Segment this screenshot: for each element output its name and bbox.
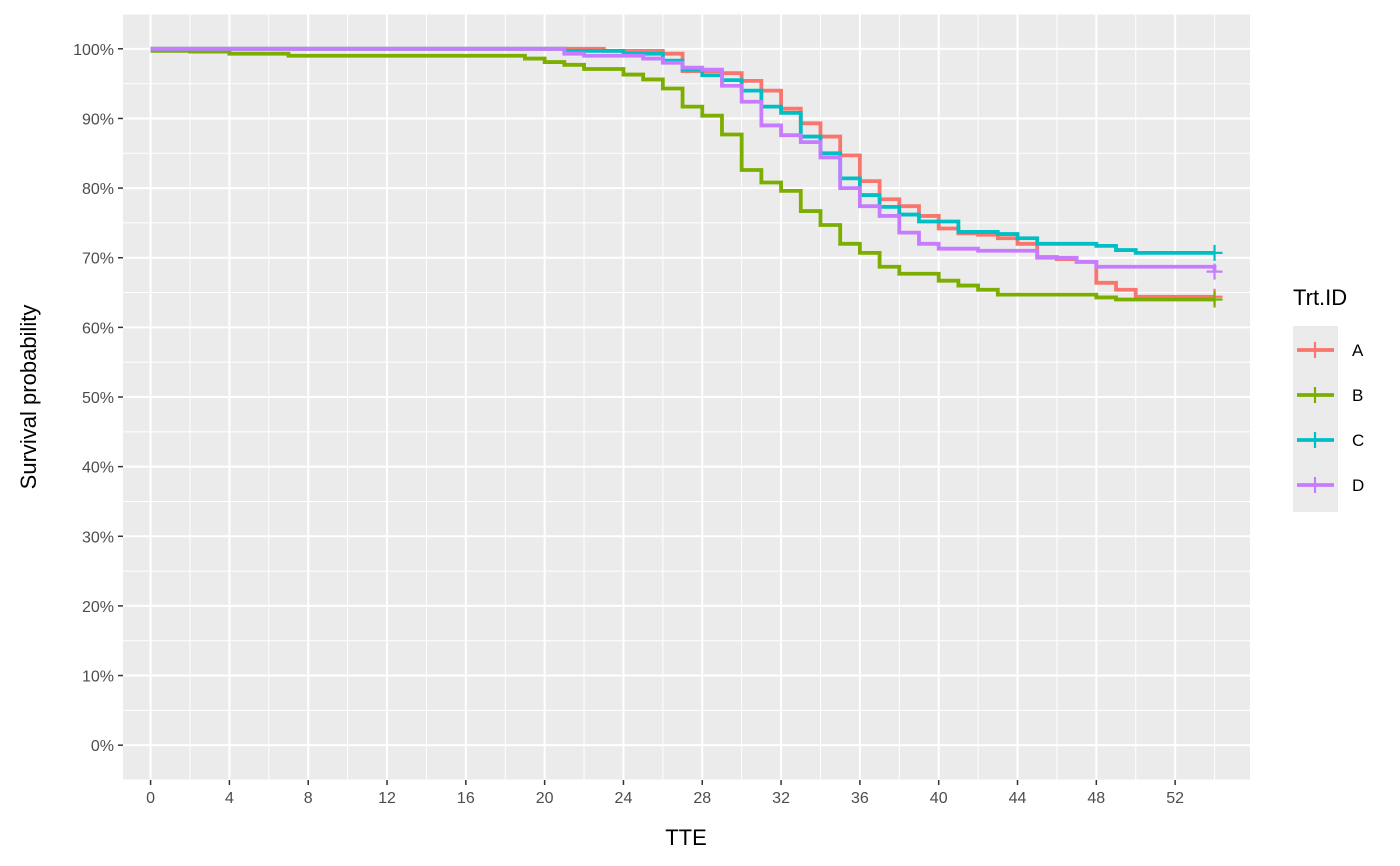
- legend-label-a: A: [1352, 341, 1364, 360]
- x-tick-label: 16: [457, 790, 475, 807]
- axis-ticks: [118, 48, 1176, 785]
- y-tick-label: 60%: [82, 320, 114, 337]
- y-tick-label: 40%: [82, 460, 114, 477]
- series-b-censor-mark: [1206, 291, 1223, 308]
- y-tick-label: 70%: [82, 251, 114, 268]
- series-c-line: [150, 46, 1215, 255]
- x-tick-label: 20: [536, 790, 554, 807]
- x-axis-tick-labels: 0 4 8 12 16 20 24 28 32 36 40 44 48 52: [146, 790, 1184, 807]
- legend-label-b: B: [1352, 386, 1363, 405]
- x-tick-label: 8: [304, 790, 313, 807]
- series-b-line: [150, 49, 1215, 302]
- legend-key-c-cross: [1307, 432, 1323, 448]
- legend-label-c: C: [1352, 431, 1364, 450]
- y-tick-label: 90%: [82, 111, 114, 128]
- y-tick-label: 100%: [73, 42, 114, 59]
- x-tick-label: 28: [693, 790, 711, 807]
- x-tick-label: 44: [1009, 790, 1027, 807]
- y-axis-tick-labels: 0% 10% 20% 30% 40% 50% 60% 70% 80% 90% 100%: [73, 42, 114, 755]
- legend-label-d: D: [1352, 476, 1364, 495]
- series-d-censor-mark: [1206, 263, 1223, 280]
- y-tick-label: 10%: [82, 669, 114, 686]
- series-d-line: [150, 46, 1217, 272]
- y-tick-label: 80%: [82, 181, 114, 198]
- legend-items: A B C D: [1297, 341, 1364, 495]
- legend-key-b-cross: [1307, 387, 1323, 403]
- y-tick-label: 0%: [91, 738, 114, 755]
- x-tick-label: 4: [225, 790, 234, 807]
- x-tick-label: 52: [1166, 790, 1184, 807]
- x-axis-title: TTE: [665, 825, 707, 850]
- y-tick-label: 30%: [82, 529, 114, 546]
- x-tick-label: 24: [615, 790, 633, 807]
- y-axis-title: Survival probability: [16, 305, 41, 490]
- legend-title: Trt.ID: [1293, 285, 1347, 310]
- x-tick-label: 40: [930, 790, 948, 807]
- y-tick-label: 20%: [82, 599, 114, 616]
- x-tick-label: 0: [146, 790, 155, 807]
- y-tick-label: 50%: [82, 390, 114, 407]
- x-tick-label: 12: [378, 790, 396, 807]
- legend: Trt.ID A B C D: [1293, 285, 1364, 512]
- x-tick-label: 36: [851, 790, 869, 807]
- x-tick-label: 48: [1087, 790, 1105, 807]
- legend-key-a-cross: [1307, 342, 1323, 358]
- x-tick-label: 32: [772, 790, 790, 807]
- series-c-censor-mark: [1206, 244, 1223, 261]
- major-gridlines: [123, 14, 1250, 780]
- legend-key-d-cross: [1307, 477, 1323, 493]
- series-layer: [150, 46, 1223, 308]
